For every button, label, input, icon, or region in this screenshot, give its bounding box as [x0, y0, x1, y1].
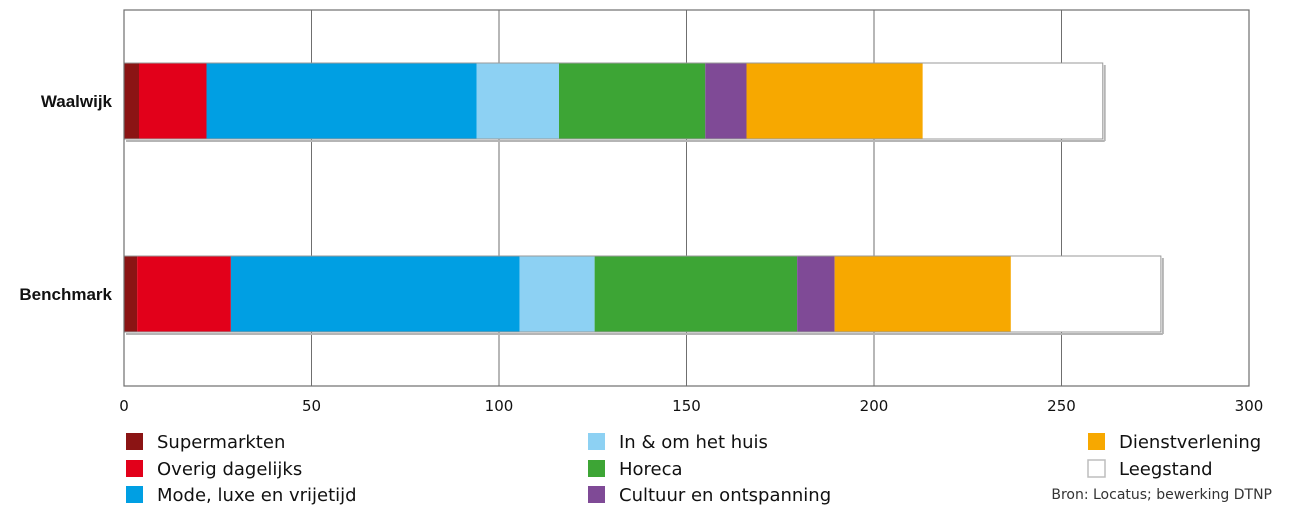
bar-segment: [124, 63, 139, 139]
legend-swatch: [126, 460, 143, 477]
legend-swatch: [126, 486, 143, 503]
bar-segment: [124, 256, 138, 332]
legend-item: Mode, luxe en vrijetijd: [126, 485, 357, 506]
x-tick-label: 0: [119, 397, 129, 415]
legend-item: Cultuur en ontspanning: [588, 485, 831, 506]
bar-segment: [206, 63, 477, 139]
legend-swatch: [1087, 459, 1106, 478]
legend-item: In & om het huis: [588, 432, 768, 453]
bar-segment: [476, 63, 559, 139]
x-tick-label: 50: [302, 397, 321, 415]
source-note: Bron: Locatus; bewerking DTNP: [1051, 487, 1272, 503]
legend-label: Overig dagelijks: [157, 459, 302, 480]
bar-segment: [1010, 256, 1161, 332]
bar-segment: [519, 256, 595, 332]
axis-layer: 0 50 100 150 200 250 300 Waalwijk Benchmark: [19, 9, 1264, 415]
legend-swatch: [588, 460, 605, 477]
legend-swatch: [588, 433, 605, 450]
x-tick-label: 250: [1047, 397, 1076, 415]
bars-layer: [123, 62, 1164, 335]
bar-segment: [705, 63, 747, 139]
legend-item: Overig dagelijks: [126, 459, 302, 480]
bar-segment: [594, 256, 798, 332]
bar-segment: [137, 256, 231, 332]
legend-label: Dienstverlening: [1119, 432, 1261, 453]
legend-item: Horeca: [588, 459, 683, 480]
legend: Supermarkten Overig dagelijks Mode, luxe e…: [126, 432, 1261, 506]
legend-item: Supermarkten: [126, 432, 285, 453]
x-tick-label: 200: [860, 397, 889, 415]
x-tick-label: 150: [672, 397, 701, 415]
legend-label: In & om het huis: [619, 432, 768, 453]
x-tick-label: 300: [1235, 397, 1264, 415]
legend-swatch: [1088, 433, 1105, 450]
legend-label: Horeca: [619, 459, 683, 480]
plot-frame: [123, 9, 1250, 387]
bar-segment: [922, 63, 1103, 139]
bar-segment: [559, 63, 706, 139]
bar-segment: [834, 256, 1011, 332]
bar-segment: [746, 63, 923, 139]
legend-label: Mode, luxe en vrijetijd: [157, 485, 357, 506]
legend-label: Cultuur en ontspanning: [619, 485, 831, 506]
legend-swatch: [126, 433, 143, 450]
bar-segment: [139, 63, 207, 139]
bar-segment: [230, 256, 520, 332]
legend-label: Supermarkten: [157, 432, 285, 453]
bar-segment: [797, 256, 835, 332]
legend-item: Leegstand: [1087, 459, 1213, 480]
legend-swatch: [588, 486, 605, 503]
legend-item: Dienstverlening: [1088, 432, 1261, 453]
category-label: Benchmark: [19, 285, 112, 304]
x-tick-label: 100: [485, 397, 514, 415]
category-label: Waalwijk: [41, 92, 113, 111]
legend-label: Leegstand: [1119, 459, 1213, 480]
